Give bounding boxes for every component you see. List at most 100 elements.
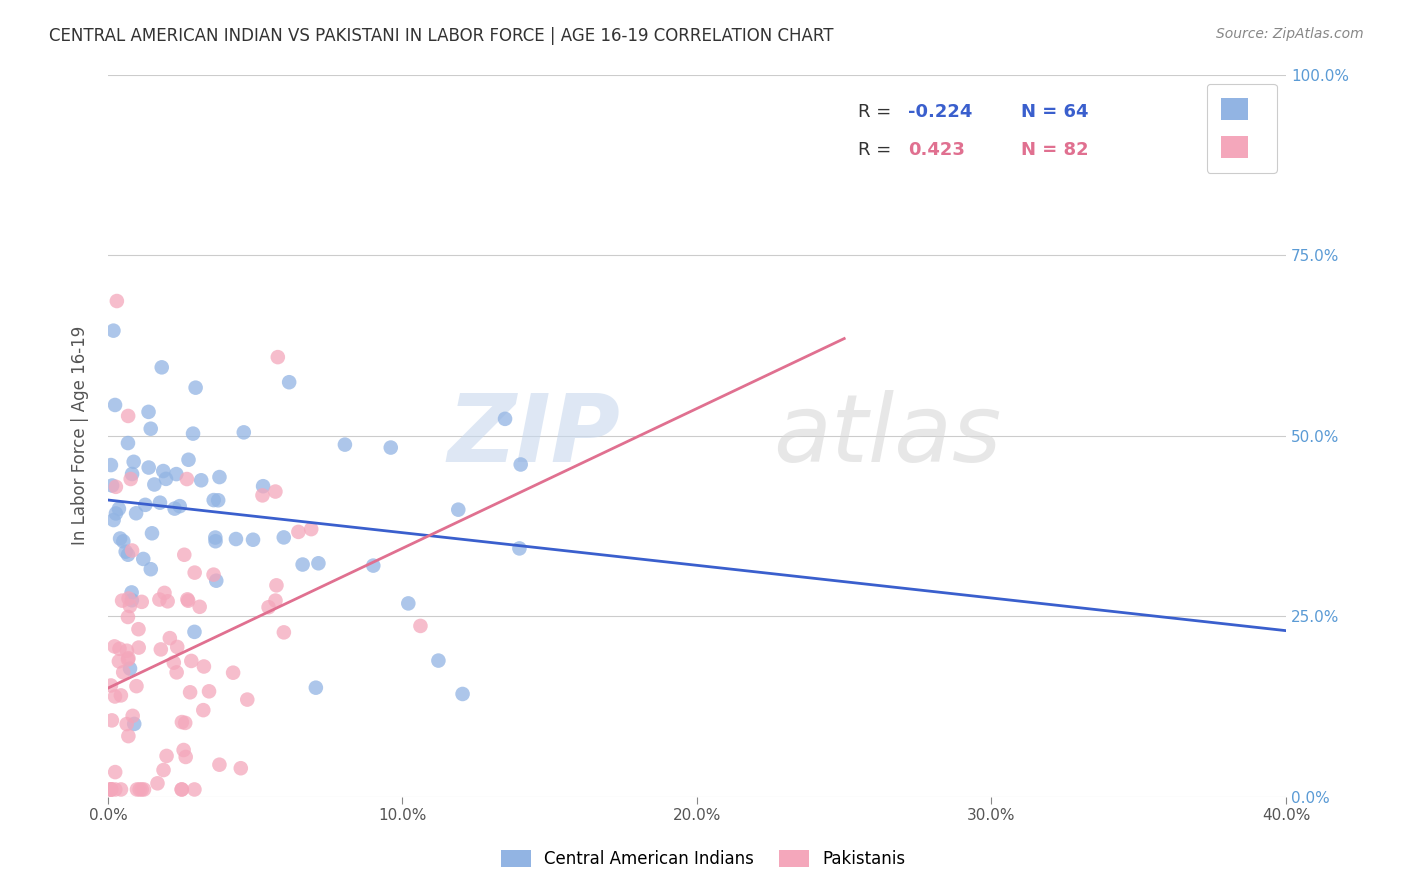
Point [110,689,132,703]
Point [103,324,125,338]
Point [163,656,186,670]
Point [141,526,163,541]
Point [177,593,200,607]
Text: N = 82: N = 82 [1021,141,1088,160]
Point [110,782,132,797]
Point [427,654,450,668]
Point [273,625,295,640]
Point [257,600,280,615]
Point [278,375,301,389]
Text: 0.423: 0.423 [908,141,965,160]
Point [121,467,143,481]
Point [190,473,212,487]
Point [361,558,384,573]
Legend: Central American Indians, Pakistanis: Central American Indians, Pakistanis [494,843,912,875]
Point [165,467,187,481]
Point [121,709,143,723]
Point [100,458,122,472]
Point [170,782,193,797]
Y-axis label: In Labor Force | Age 16-19: In Labor Force | Age 16-19 [72,326,89,545]
Point [125,506,148,520]
Point [100,782,122,797]
Point [305,681,328,695]
Point [174,715,197,730]
Point [183,624,205,639]
Point [100,782,122,797]
Point [494,412,516,426]
Point [380,441,402,455]
Point [118,662,141,676]
Point [509,458,531,472]
Point [114,544,136,558]
Point [120,472,142,486]
Point [333,437,356,451]
Point [125,679,148,693]
Point [121,543,143,558]
Point [121,585,143,599]
Point [208,470,231,484]
Point [166,665,188,680]
Point [134,498,156,512]
Point [101,478,124,492]
Text: ZIP: ZIP [447,390,620,482]
Point [104,782,127,797]
Point [264,593,287,607]
Point [131,595,153,609]
Point [117,436,139,450]
Point [204,534,226,549]
Text: R =: R = [858,103,897,121]
Point [252,488,274,502]
Point [143,477,166,491]
Point [122,717,145,731]
Point [204,531,226,545]
Point [104,690,127,704]
Point [132,782,155,797]
Point [150,360,173,375]
Point [104,507,127,521]
Point [117,409,139,423]
Point [267,350,290,364]
Point [117,548,139,562]
Point [266,578,288,592]
Point [111,593,134,607]
Point [156,594,179,608]
Point [108,532,131,546]
Point [174,750,197,764]
Point [176,472,198,486]
Point [205,574,228,588]
Point [202,567,225,582]
Text: CENTRAL AMERICAN INDIAN VS PAKISTANI IN LABOR FORCE | AGE 16-19 CORRELATION CHAR: CENTRAL AMERICAN INDIAN VS PAKISTANI IN … [49,27,834,45]
Point [146,776,169,790]
Point [117,591,139,606]
Point [155,472,177,486]
Point [225,532,247,546]
Point [447,502,470,516]
Point [193,703,215,717]
Point [100,678,122,692]
Point [104,765,127,780]
Point [117,729,139,743]
Point [139,562,162,576]
Point [287,524,309,539]
Point [180,654,202,668]
Point [152,464,174,478]
Point [222,665,245,680]
Point [103,513,125,527]
Point [100,782,122,797]
Point [149,496,172,510]
Point [138,460,160,475]
Point [184,381,207,395]
Point [163,501,186,516]
Point [115,717,138,731]
Point [273,530,295,544]
Point [127,622,149,636]
Point [179,685,201,699]
Point [108,654,131,668]
Point [125,782,148,797]
Point [183,566,205,580]
Point [177,452,200,467]
Text: atlas: atlas [773,390,1002,481]
Point [307,556,329,570]
Point [451,687,474,701]
Point [173,743,195,757]
